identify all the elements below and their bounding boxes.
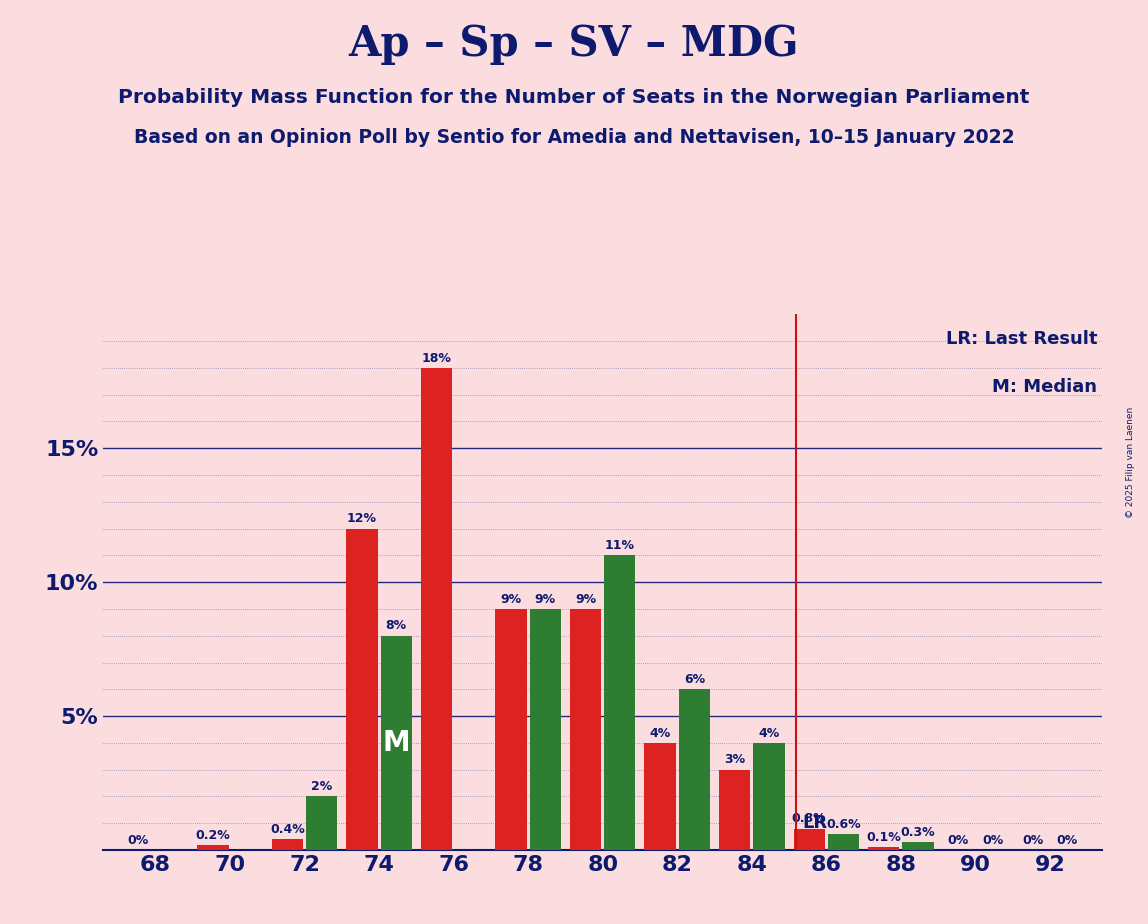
Bar <box>828 834 859 850</box>
Bar <box>569 609 602 850</box>
Text: Ap – Sp – SV – MDG: Ap – Sp – SV – MDG <box>349 23 799 65</box>
Text: 6%: 6% <box>684 673 705 687</box>
Text: 0%: 0% <box>1022 833 1044 847</box>
Bar <box>678 689 709 850</box>
Text: 9%: 9% <box>501 592 521 606</box>
Bar <box>719 770 751 850</box>
Text: 0%: 0% <box>1056 833 1078 847</box>
Text: 0.6%: 0.6% <box>827 818 861 831</box>
Text: M: M <box>382 729 410 757</box>
Bar <box>347 529 378 850</box>
Text: 0.4%: 0.4% <box>270 823 305 836</box>
Bar <box>868 847 899 850</box>
Text: 0.3%: 0.3% <box>901 826 936 839</box>
Text: © 2025 Filip van Laenen: © 2025 Filip van Laenen <box>1126 407 1135 517</box>
Bar <box>902 842 933 850</box>
Bar <box>307 796 338 850</box>
Bar <box>381 636 412 850</box>
Bar <box>272 839 303 850</box>
Text: 0.2%: 0.2% <box>195 829 231 842</box>
Text: 18%: 18% <box>421 351 451 365</box>
Text: M: Median: M: Median <box>992 379 1097 396</box>
Text: 0.8%: 0.8% <box>792 812 827 825</box>
Text: 9%: 9% <box>575 592 596 606</box>
Text: 4%: 4% <box>759 726 779 740</box>
Text: Based on an Opinion Poll by Sentio for Amedia and Nettavisen, 10–15 January 2022: Based on an Opinion Poll by Sentio for A… <box>133 128 1015 147</box>
Text: 8%: 8% <box>386 619 406 633</box>
Bar <box>793 829 824 850</box>
Text: 2%: 2% <box>311 780 332 794</box>
Text: 12%: 12% <box>347 512 377 526</box>
Text: 11%: 11% <box>605 539 635 553</box>
Bar <box>496 609 527 850</box>
Text: 4%: 4% <box>650 726 670 740</box>
Text: LR: Last Result: LR: Last Result <box>946 330 1097 348</box>
Text: LR: LR <box>802 814 828 833</box>
Text: 0%: 0% <box>982 833 1003 847</box>
Bar <box>604 555 636 850</box>
Text: 9%: 9% <box>535 592 556 606</box>
Text: 0%: 0% <box>127 833 149 847</box>
Text: 0.1%: 0.1% <box>867 832 901 845</box>
Bar <box>753 743 784 850</box>
Text: 0%: 0% <box>947 833 969 847</box>
Text: 3%: 3% <box>724 753 745 767</box>
Bar <box>529 609 561 850</box>
Bar <box>197 845 228 850</box>
Bar <box>421 368 452 850</box>
Text: Probability Mass Function for the Number of Seats in the Norwegian Parliament: Probability Mass Function for the Number… <box>118 88 1030 107</box>
Bar <box>644 743 676 850</box>
